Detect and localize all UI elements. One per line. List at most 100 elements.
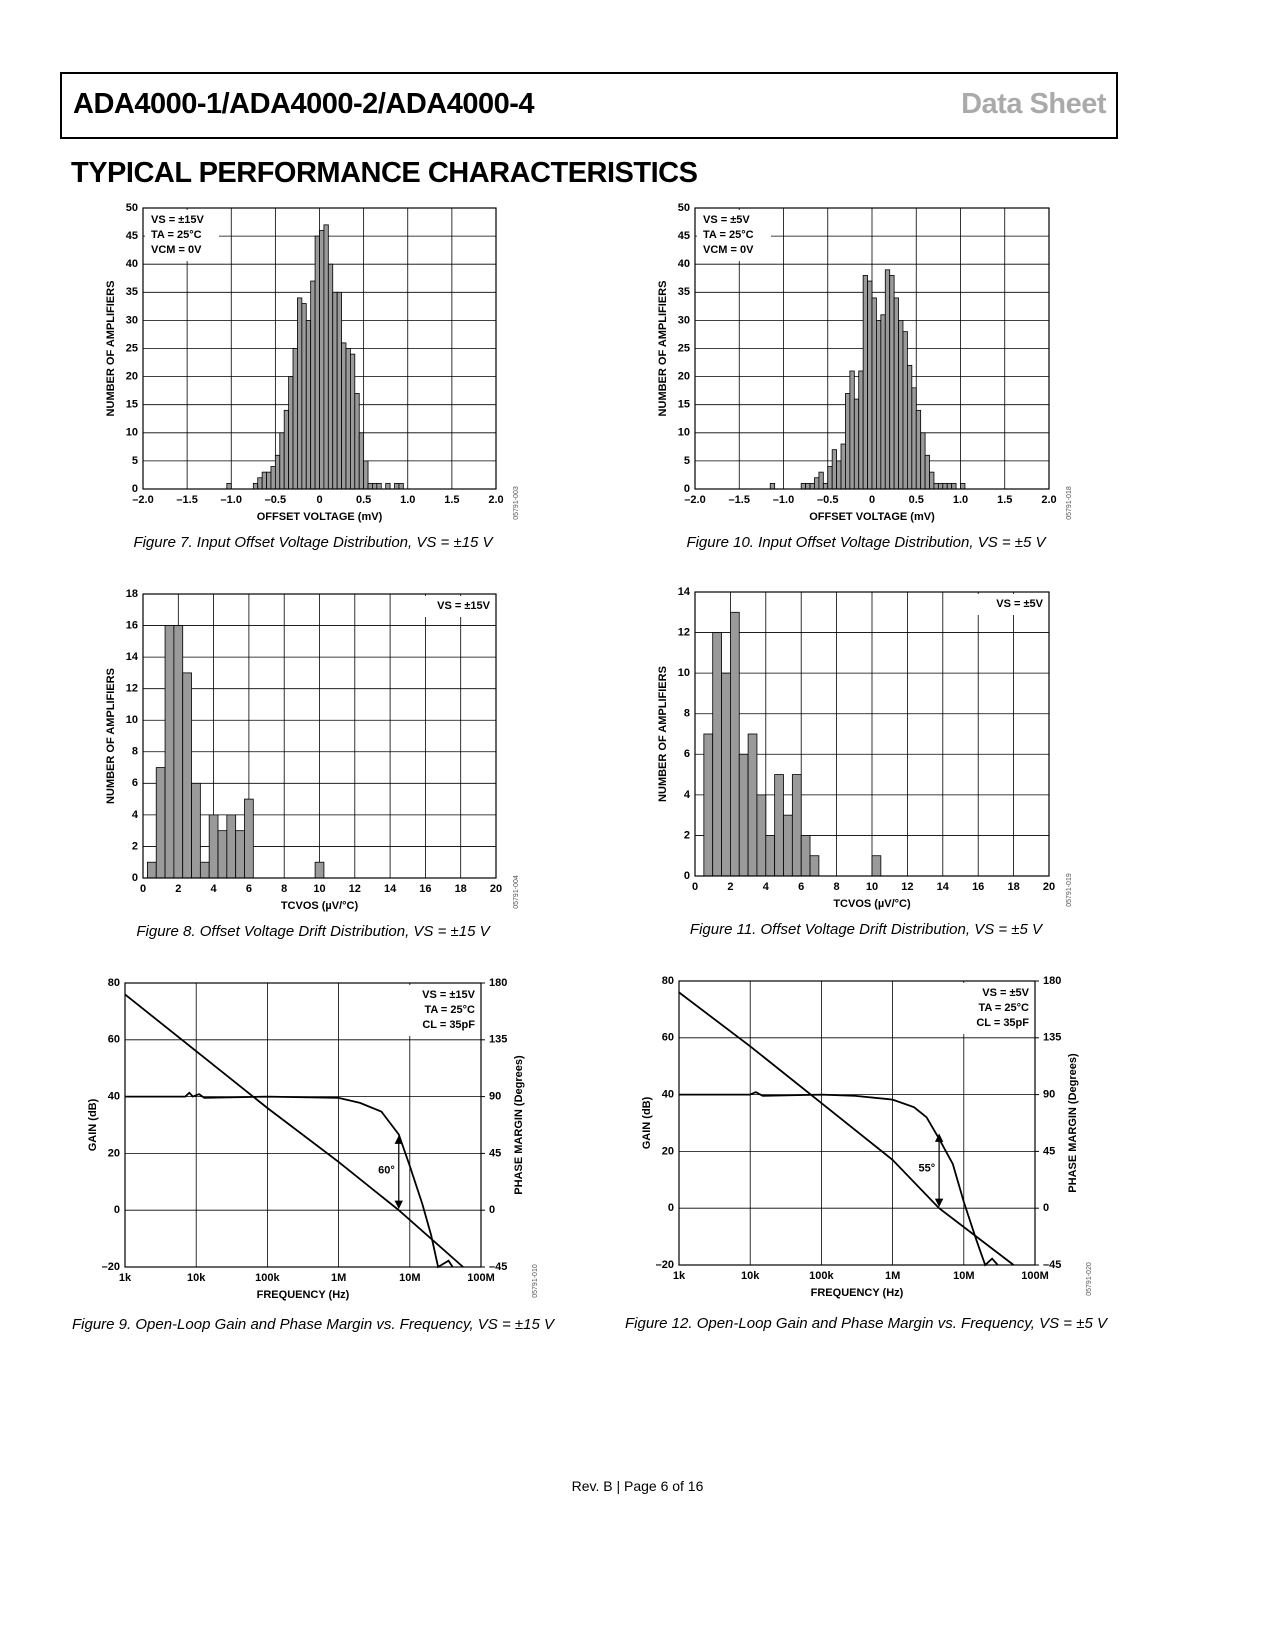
bar (266, 471, 272, 490)
x-tick-label: 2.0 (1041, 494, 1056, 506)
y-tick-label: 40 (126, 258, 138, 270)
bar (367, 482, 373, 490)
bar (398, 482, 404, 490)
phase-margin-label: 55° (918, 1162, 935, 1174)
y2-tick-label: –45 (489, 1261, 507, 1273)
annotation: CL = 35pF (976, 1017, 1029, 1029)
bar (349, 353, 356, 490)
bar (876, 319, 882, 490)
x-tick-label: –1.0 (221, 494, 242, 506)
figure-caption: Figure 11. Offset Voltage Drift Distribu… (690, 921, 1044, 938)
bar (155, 767, 166, 879)
y-tick-label: 10 (678, 427, 690, 439)
y2-tick-label: 0 (1043, 1202, 1049, 1214)
x-tick-label: 10 (866, 881, 878, 893)
annotation: VS = ±15V (437, 600, 490, 612)
bar (774, 774, 784, 877)
annotation-box (973, 594, 1047, 615)
y2-tick-label: 90 (1043, 1089, 1055, 1101)
bar (354, 393, 360, 490)
y-tick-label: 0 (132, 483, 138, 495)
bar (800, 482, 807, 490)
y-tick-label: 0 (684, 870, 690, 882)
bar (235, 830, 245, 879)
bar (827, 466, 833, 490)
bar (173, 625, 184, 879)
y-axis-label: NUMBER OF AMPLIFIERS (105, 668, 117, 804)
bar (730, 611, 740, 877)
annotation-box (420, 596, 494, 617)
bar (252, 482, 259, 490)
header-label: Data Sheet (961, 88, 1106, 120)
y2-tick-label: –45 (1043, 1259, 1061, 1271)
bar (703, 733, 714, 877)
y-tick-label: 15 (126, 399, 138, 411)
bar (871, 855, 882, 877)
x-tick-label: 1.5 (997, 494, 1012, 506)
x-tick-label: 0 (316, 494, 322, 506)
y-tick-label: 50 (126, 202, 138, 214)
x-tick-label: 6 (246, 883, 252, 895)
annotation: TA = 25°C (978, 1002, 1029, 1014)
bar (341, 342, 347, 490)
bar (394, 482, 400, 490)
plot-frame (678, 980, 1036, 1266)
x-tick-label: 8 (281, 883, 287, 895)
header: ADA4000-1/ADA4000-2/ADA4000-4 Data Sheet (60, 72, 1118, 139)
x-tick-label: 16 (419, 883, 431, 895)
bar (805, 482, 811, 490)
annotation: VS = ±15V (422, 989, 475, 1001)
bar (274, 454, 281, 490)
x-tick-label: 20 (490, 883, 502, 895)
x-tick-label: 100k (255, 1272, 280, 1284)
bar (867, 280, 873, 490)
bar (809, 855, 820, 877)
x-tick-label: 2 (175, 883, 181, 895)
bar (358, 432, 365, 490)
bar (327, 263, 334, 490)
x-tick-label: 14 (937, 881, 950, 893)
plot-frame (124, 982, 482, 1268)
annotation: VS = ±5V (703, 214, 750, 226)
x-tick-label: 100M (467, 1272, 495, 1284)
bar (884, 269, 891, 490)
y-tick-label: 30 (126, 314, 138, 326)
bar (310, 280, 316, 490)
x-tick-label: 4 (763, 881, 770, 893)
y-tick-label: 2 (132, 840, 138, 852)
plot-frame (142, 593, 497, 879)
annotation: VS = ±5V (996, 598, 1043, 610)
y-axis-label: NUMBER OF AMPLIFIERS (657, 666, 669, 802)
bar (244, 798, 254, 879)
annotation: VCM = 0V (151, 244, 202, 256)
figure-caption: Figure 8. Offset Voltage Drift Distribut… (136, 923, 491, 940)
figure-caption: Figure 12. Open-Loop Gain and Phase Marg… (625, 1315, 1109, 1332)
plot-frame (694, 207, 1050, 490)
bar (907, 364, 913, 490)
annotation: TA = 25°C (151, 229, 202, 241)
x-tick-label: 18 (455, 883, 467, 895)
y-tick-label: 8 (684, 708, 690, 720)
x-tick-label: 14 (384, 883, 397, 895)
x-tick-label: 2 (727, 881, 733, 893)
bar (889, 275, 895, 490)
bar (818, 471, 824, 490)
y-tick-label: 80 (108, 977, 120, 989)
bar (385, 482, 391, 490)
bar (951, 482, 957, 490)
x-tick-label: –1.5 (176, 494, 197, 506)
x-tick-label: 1.0 (953, 494, 968, 506)
y2-tick-label: 180 (489, 977, 507, 989)
y-tick-label: 10 (126, 714, 138, 726)
bar (738, 753, 749, 877)
bar (946, 482, 953, 490)
annotation-box (145, 210, 219, 261)
footer: Rev. B | Page 6 of 16 (571, 1478, 704, 1494)
bar (217, 830, 228, 879)
x-tick-label: 0 (692, 881, 698, 893)
y-tick-label: 35 (126, 286, 138, 298)
figure-code: 05791-019 (1066, 873, 1073, 907)
x-tick-label: –1.5 (729, 494, 750, 506)
figure-code: 05791-018 (1066, 486, 1073, 520)
y-axis-label: GAIN (dB) (87, 1098, 99, 1151)
